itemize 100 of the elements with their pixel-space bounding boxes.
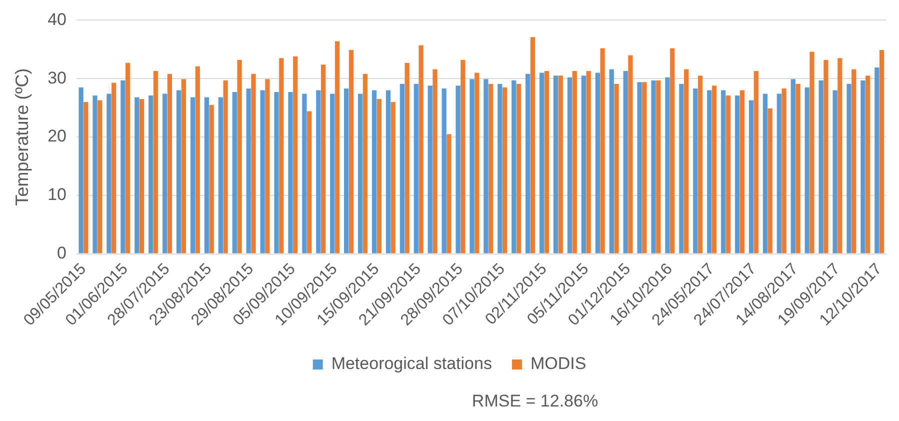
bar	[860, 80, 866, 254]
bar	[139, 99, 144, 254]
bar	[307, 111, 312, 254]
bar	[302, 94, 307, 254]
bar	[218, 97, 223, 254]
y-tick-label: 20	[48, 126, 67, 146]
bar	[614, 84, 619, 254]
bar	[721, 90, 726, 254]
bar	[762, 94, 768, 254]
bar	[293, 56, 298, 254]
bar	[790, 79, 796, 254]
bar	[679, 84, 684, 254]
text: RMSE = 12.86%	[472, 392, 598, 411]
bar	[748, 100, 754, 254]
bar	[637, 82, 642, 254]
bar	[796, 84, 800, 254]
y-tick-label: 40	[48, 10, 67, 29]
bar	[418, 45, 424, 254]
bar	[92, 96, 98, 254]
bar	[320, 64, 326, 254]
bar	[460, 60, 466, 254]
bar	[428, 86, 432, 254]
bar	[879, 50, 884, 254]
bar	[553, 76, 558, 254]
bar	[362, 74, 368, 254]
bar	[446, 134, 452, 254]
bar	[246, 88, 251, 254]
bar	[209, 104, 214, 254]
bar	[874, 68, 880, 254]
bar	[432, 69, 438, 254]
bar	[804, 87, 810, 254]
bar	[776, 94, 782, 254]
legend-label: Meteorogical stations	[331, 354, 492, 374]
bar	[595, 72, 600, 254]
bar	[623, 71, 628, 254]
bar	[134, 97, 140, 254]
bar	[442, 88, 446, 254]
bar	[195, 66, 200, 254]
bar	[98, 100, 102, 254]
bar	[112, 82, 116, 254]
bar	[526, 74, 530, 254]
bar	[609, 69, 614, 254]
bar	[484, 79, 488, 254]
bar	[78, 87, 84, 254]
bar	[316, 90, 321, 254]
bar	[707, 90, 712, 254]
bar	[586, 71, 591, 254]
bar	[824, 60, 828, 254]
bar	[810, 52, 814, 254]
y-tick-label: 0	[57, 243, 67, 262]
bar	[120, 80, 126, 254]
bar	[376, 99, 382, 254]
bar	[600, 48, 605, 254]
bar	[530, 37, 536, 254]
bar	[572, 71, 577, 254]
bar	[712, 86, 717, 254]
bar	[274, 92, 279, 254]
bar	[512, 80, 516, 254]
bar	[642, 82, 647, 254]
bar	[404, 62, 410, 254]
bar	[265, 79, 270, 254]
bar	[684, 69, 689, 254]
bar	[414, 84, 418, 254]
bar	[456, 86, 460, 254]
bar	[656, 80, 661, 254]
bar	[846, 84, 852, 254]
bar	[581, 76, 586, 254]
bar	[162, 94, 168, 254]
bar	[372, 90, 377, 254]
y-tick-label: 10	[48, 185, 67, 204]
bar	[852, 69, 856, 254]
bar	[693, 88, 698, 254]
bar	[558, 76, 563, 254]
bar	[818, 80, 824, 254]
bar	[470, 79, 474, 254]
bar	[260, 90, 265, 254]
bar	[348, 50, 354, 254]
bar	[181, 79, 186, 254]
bar	[400, 84, 405, 254]
bar	[665, 77, 670, 254]
bar	[204, 97, 210, 254]
bar	[334, 41, 340, 254]
bar	[84, 102, 88, 254]
bar	[237, 60, 242, 254]
bar	[488, 84, 494, 254]
bar	[148, 96, 154, 254]
bar	[498, 84, 502, 254]
bar	[726, 96, 731, 254]
bar	[176, 90, 182, 254]
bar	[740, 90, 744, 254]
bar	[628, 55, 633, 254]
bar	[288, 92, 293, 254]
bar	[232, 92, 237, 254]
bar	[567, 77, 572, 254]
bar	[223, 80, 228, 254]
bar	[153, 71, 158, 254]
bar	[832, 90, 838, 254]
y-axis-title: Temperature (ºC)	[12, 68, 32, 206]
bar	[838, 58, 842, 254]
bar	[651, 80, 656, 254]
